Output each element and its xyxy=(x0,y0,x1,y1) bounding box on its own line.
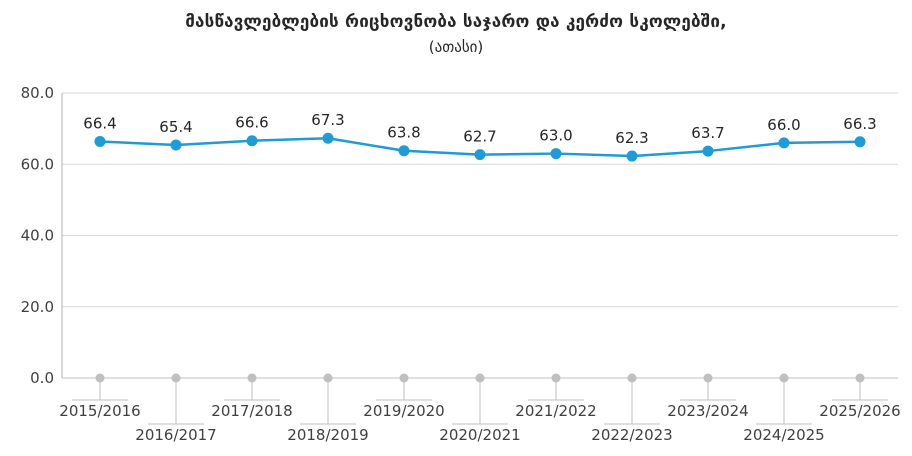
y-tick-label: 20.0 xyxy=(21,298,54,316)
data-point[interactable] xyxy=(322,132,334,144)
data-point[interactable] xyxy=(702,145,714,157)
data-point[interactable] xyxy=(778,137,790,149)
x-tick-label: 2023/2024 xyxy=(667,402,748,420)
data-point[interactable] xyxy=(550,148,562,160)
data-label: 66.6 xyxy=(235,114,268,132)
baseline-dot xyxy=(551,373,561,383)
data-label: 66.0 xyxy=(767,116,800,134)
chart-subtitle: (ათასი) xyxy=(428,38,484,56)
data-point[interactable] xyxy=(170,139,182,151)
x-tick-label: 2021/2022 xyxy=(515,402,596,420)
data-label: 62.3 xyxy=(615,129,648,147)
x-tick-label: 2018/2019 xyxy=(287,426,368,444)
x-tick-label: 2016/2017 xyxy=(135,426,216,444)
y-tick-label: 80.0 xyxy=(21,84,54,102)
baseline-dot xyxy=(475,373,485,383)
data-label: 63.7 xyxy=(691,124,724,142)
x-tick-label: 2019/2020 xyxy=(363,402,444,420)
data-point[interactable] xyxy=(398,145,410,157)
x-tick-label: 2015/2016 xyxy=(59,402,140,420)
data-label: 63.0 xyxy=(539,127,572,145)
baseline-dot xyxy=(779,373,789,383)
x-tick-label: 2022/2023 xyxy=(591,426,672,444)
data-label: 66.3 xyxy=(843,115,876,133)
baseline-dot xyxy=(247,373,257,383)
x-tick-label: 2020/2021 xyxy=(439,426,520,444)
data-point[interactable] xyxy=(626,150,638,162)
baseline-dot xyxy=(399,373,409,383)
baseline-dot xyxy=(855,373,865,383)
x-tick-label: 2024/2025 xyxy=(743,426,824,444)
data-label: 67.3 xyxy=(311,111,344,129)
data-point[interactable] xyxy=(854,136,866,148)
baseline-dot xyxy=(627,373,637,383)
data-label: 62.7 xyxy=(463,128,496,146)
y-tick-label: 0.0 xyxy=(30,369,54,387)
y-tick-label: 40.0 xyxy=(21,227,54,245)
x-tick-label: 2017/2018 xyxy=(211,402,292,420)
baseline-dot xyxy=(703,373,713,383)
x-tick-label: 2025/2026 xyxy=(819,402,900,420)
data-label: 65.4 xyxy=(159,118,192,136)
baseline-dot xyxy=(95,373,105,383)
data-point[interactable] xyxy=(474,149,486,161)
baseline-dot xyxy=(323,373,333,383)
baseline-dot xyxy=(171,373,181,383)
data-point[interactable] xyxy=(94,135,106,147)
data-label: 63.8 xyxy=(387,124,420,142)
chart-title: მასწავლებლების რიცხოვნობა საჯარო და კერძ… xyxy=(185,12,727,32)
y-tick-label: 60.0 xyxy=(21,155,54,173)
data-point[interactable] xyxy=(246,135,258,147)
data-label: 66.4 xyxy=(83,114,116,132)
